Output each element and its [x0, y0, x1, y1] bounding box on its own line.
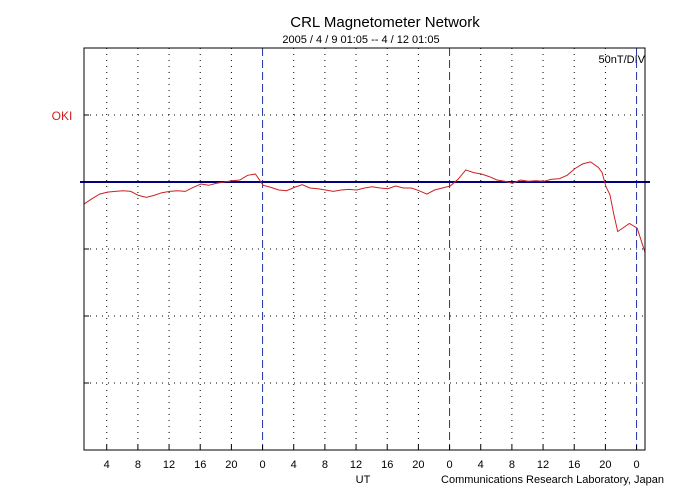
x-tick-label: 4: [291, 459, 297, 471]
x-tick-label: 4: [478, 459, 484, 471]
x-tick-label: 0: [633, 459, 639, 471]
credit-text: Communications Research Laboratory, Japa…: [441, 474, 664, 486]
x-tick-label: 16: [381, 459, 393, 471]
day-divider-layer: [262, 48, 638, 450]
chart-title: CRL Magnetometer Network: [290, 14, 480, 31]
station-label: OKI: [52, 109, 73, 123]
x-tick-label: 20: [225, 459, 237, 471]
x-axis-label: UT: [356, 474, 371, 486]
x-tick-label: 0: [446, 459, 452, 471]
x-tick-label: 16: [568, 459, 580, 471]
x-tick-label: 16: [194, 459, 206, 471]
x-tick-label: 12: [537, 459, 549, 471]
x-tick-label: 12: [350, 459, 362, 471]
grid-layer: [84, 48, 645, 450]
x-tick-label: 12: [163, 459, 175, 471]
series-line-oki: [83, 161, 646, 253]
x-tick-label: 20: [412, 459, 424, 471]
x-tick-label: 0: [259, 459, 265, 471]
x-tick-layer: 4 8 12 16 20 0 4 8 12 16 20 0 4 8 12 16 20 0: [104, 445, 640, 471]
scale-label: 50nT/DIV: [599, 54, 646, 66]
x-tick-label: 8: [322, 459, 328, 471]
x-tick-label: 20: [599, 459, 611, 471]
chart-subtitle: 2005 / 4 / 9 01:05 -- 4 / 12 01:05: [282, 34, 439, 46]
plot-frame: [83, 47, 646, 451]
x-tick-label: 4: [104, 459, 110, 471]
x-tick-label: 8: [509, 459, 515, 471]
x-tick-label: 8: [135, 459, 141, 471]
